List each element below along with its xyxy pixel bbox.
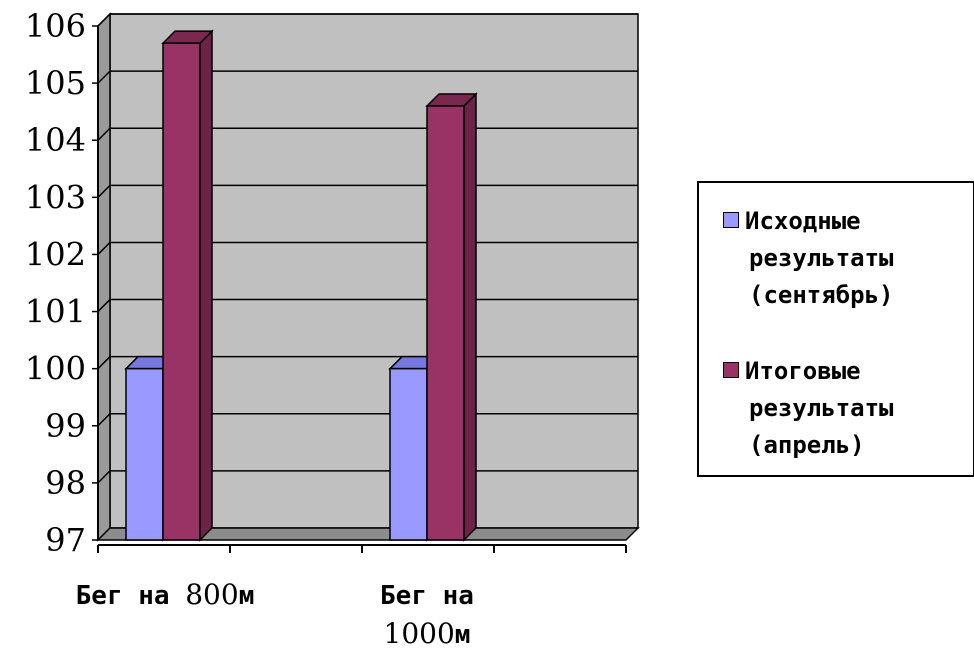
- legend-swatch-final: [723, 362, 739, 378]
- legend-item-final: Итоговые результаты (апрель): [723, 353, 894, 464]
- y-tick-label: 100: [25, 350, 86, 388]
- legend-line: (сентябрь): [749, 281, 894, 309]
- x-category-label: Бег на 800м: [76, 578, 255, 611]
- x-category-label-part: м: [455, 620, 471, 650]
- legend-line: Итоговые: [745, 357, 861, 385]
- y-tick-label: 102: [25, 235, 86, 273]
- y-tick-label: 103: [25, 178, 86, 216]
- x-category-label: 1000м: [384, 617, 471, 650]
- y-tick-label: 99: [45, 407, 86, 445]
- legend-line: Исходные: [745, 207, 861, 235]
- gridline: [97, 70, 638, 84]
- y-tick-label: 105: [25, 64, 86, 102]
- bar-side: [199, 29, 213, 542]
- y-tick-label: 97: [45, 521, 86, 559]
- bar: [162, 42, 201, 541]
- gridline: [97, 13, 638, 27]
- x-category-label-part: м: [239, 581, 255, 611]
- x-category-label: Бег на: [380, 581, 474, 611]
- legend-item-initial: Исходные результаты (сентябрь): [723, 203, 894, 314]
- legend-swatch-initial: [723, 212, 739, 228]
- bar: [426, 105, 465, 541]
- y-tick-label: 104: [25, 121, 86, 159]
- plot-side-wall: [97, 12, 111, 542]
- bar: [125, 367, 164, 541]
- y-tick-label: 106: [25, 7, 86, 45]
- y-tick-label: 101: [25, 293, 86, 331]
- y-tick-label: 98: [45, 464, 86, 502]
- x-category-label-part: 1000: [384, 617, 455, 650]
- legend-label-initial: Исходные результаты (сентябрь): [745, 203, 894, 314]
- legend-line: результаты: [749, 244, 894, 272]
- x-category-label-part: 800: [185, 578, 238, 611]
- legend-label-final: Итоговые результаты (апрель): [745, 353, 894, 464]
- legend: Исходные результаты (сентябрь) Итоговые …: [697, 181, 974, 477]
- x-category-label-part: Бег на: [76, 581, 186, 611]
- legend-line: результаты: [749, 394, 894, 422]
- bar-side: [463, 92, 477, 542]
- bar: [389, 367, 428, 541]
- legend-line: (апрель): [749, 431, 865, 459]
